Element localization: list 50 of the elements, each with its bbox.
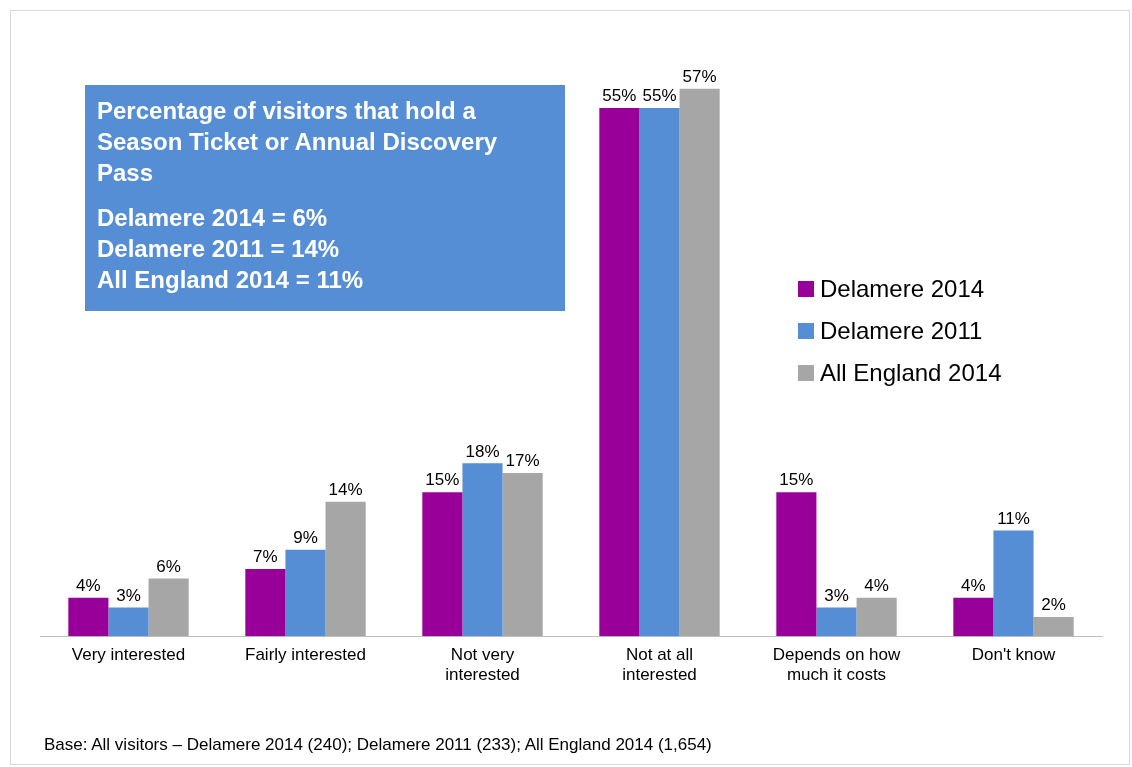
bar	[462, 463, 503, 637]
annotation: Delamere 2011 = 14%	[97, 234, 341, 264]
data-label: 11%	[997, 508, 1030, 528]
data-label: 14%	[328, 479, 363, 499]
data-label: 57%	[682, 67, 717, 86]
bar	[679, 88, 720, 637]
data-label: 2%	[1041, 595, 1066, 615]
data-label: 15%	[425, 470, 460, 490]
data-label: 6%	[156, 556, 181, 576]
bar	[856, 597, 897, 637]
data-label: 9%	[293, 527, 318, 547]
bar	[108, 607, 149, 637]
bar	[1033, 616, 1074, 637]
annotation: Percentage of visitors that hold a Season Ticket or Annual Discovery Pass	[97, 96, 499, 188]
x-tick-label: Very interested	[71, 645, 186, 665]
data-label: 4%	[864, 575, 889, 595]
data-label: 15%	[779, 470, 814, 490]
data-label: 18%	[465, 441, 500, 461]
data-label: 4%	[76, 575, 101, 595]
annotation: All England 2014 = 11%	[97, 265, 365, 295]
data-label: 4%	[961, 575, 986, 595]
bar	[325, 501, 366, 637]
annotation: Delamere 2014 = 6%	[97, 203, 329, 233]
x-tick-label: Not very interested	[445, 645, 520, 685]
text: Base: All visitors – Delamere 2014 (240); Delamere 2011 (233); All England 2014 (1,654)	[44, 735, 712, 755]
data-label: 3%	[116, 585, 141, 605]
data-label: 7%	[253, 547, 278, 567]
bar	[816, 607, 857, 637]
bar	[993, 530, 1034, 637]
x-tick-label: Fairly interested	[245, 645, 366, 665]
data-label: 17%	[505, 451, 540, 471]
bar	[776, 492, 817, 637]
x-tick-label: Depends on how much it costs	[772, 645, 902, 685]
data-label: 55%	[642, 86, 677, 106]
bar	[599, 108, 640, 637]
bar	[953, 597, 994, 637]
legend-label: Delamere 2011	[820, 317, 983, 345]
bar	[422, 492, 463, 637]
x-tick-label: Don't know	[971, 645, 1056, 665]
bar	[245, 568, 286, 637]
data-label: 55%	[602, 86, 637, 106]
data-label: 3%	[824, 585, 849, 605]
bar	[148, 578, 189, 637]
x-tick-label: Not at all interested	[622, 645, 697, 685]
bar	[68, 597, 109, 637]
bar	[285, 549, 326, 637]
bar	[502, 472, 543, 637]
bar	[639, 108, 680, 637]
legend-label: All England 2014	[820, 359, 1002, 387]
legend-label: Delamere 2014	[820, 275, 985, 303]
